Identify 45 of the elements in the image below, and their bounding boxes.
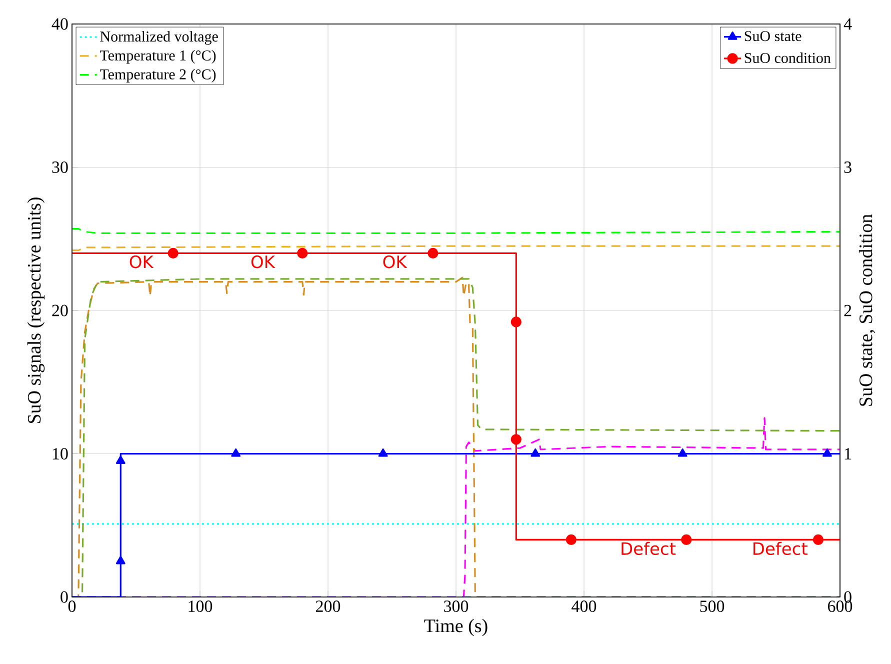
- annotation: OK: [251, 255, 276, 268]
- legend-label: Temperature 1 (°C): [100, 50, 216, 64]
- x-tick-label: 500: [700, 600, 724, 612]
- x-tick-label: 200: [316, 600, 340, 612]
- legend-label: Temperature 2 (°C): [100, 68, 216, 82]
- point: [510, 316, 522, 328]
- x-tick-label: 600: [828, 600, 852, 612]
- point: [428, 248, 438, 258]
- annotation: OK: [130, 255, 154, 268]
- x-axis-title: Time (s): [424, 618, 488, 636]
- y-tick-label: 0: [60, 591, 68, 603]
- legend-label: SuO condition: [744, 52, 831, 64]
- y2-tick-label: 2: [844, 304, 852, 316]
- y-tick-label: 30: [52, 162, 68, 173]
- x-tick-label: 0: [68, 600, 76, 612]
- x-tick-label: 300: [444, 600, 468, 612]
- point: [116, 456, 126, 464]
- y-axis-title: SuO signals (respective units): [27, 198, 45, 423]
- y-tick-label: 20: [52, 304, 68, 316]
- y2-tick-label: 3: [844, 162, 852, 173]
- point: [297, 248, 308, 258]
- y2-tick-label: 1: [845, 448, 852, 460]
- x-tick-label: 400: [572, 600, 596, 612]
- point: [510, 434, 522, 445]
- y2-tick-label: 4: [844, 18, 852, 30]
- point: [378, 448, 388, 457]
- point: [168, 248, 178, 258]
- legend-label: SuO state: [744, 31, 802, 42]
- y-tick-label: 10: [52, 448, 68, 460]
- annotation: Defect: [754, 542, 808, 556]
- point: [530, 448, 540, 457]
- y2-tick-label: 0: [844, 591, 852, 603]
- point: [822, 448, 832, 457]
- point: [678, 448, 688, 457]
- annotation: OK: [383, 255, 408, 268]
- point: [812, 534, 824, 545]
- y2-axis-title: SuO state, SuO condition: [858, 214, 876, 406]
- point: [681, 534, 692, 545]
- point: [231, 448, 241, 457]
- x-tick-label: 100: [188, 600, 212, 612]
- annotation: Defect: [622, 542, 676, 556]
- legend-label: Normalized voltage: [100, 31, 218, 45]
- y-tick-label: 40: [52, 18, 68, 30]
- point: [116, 556, 126, 564]
- point: [566, 534, 577, 545]
